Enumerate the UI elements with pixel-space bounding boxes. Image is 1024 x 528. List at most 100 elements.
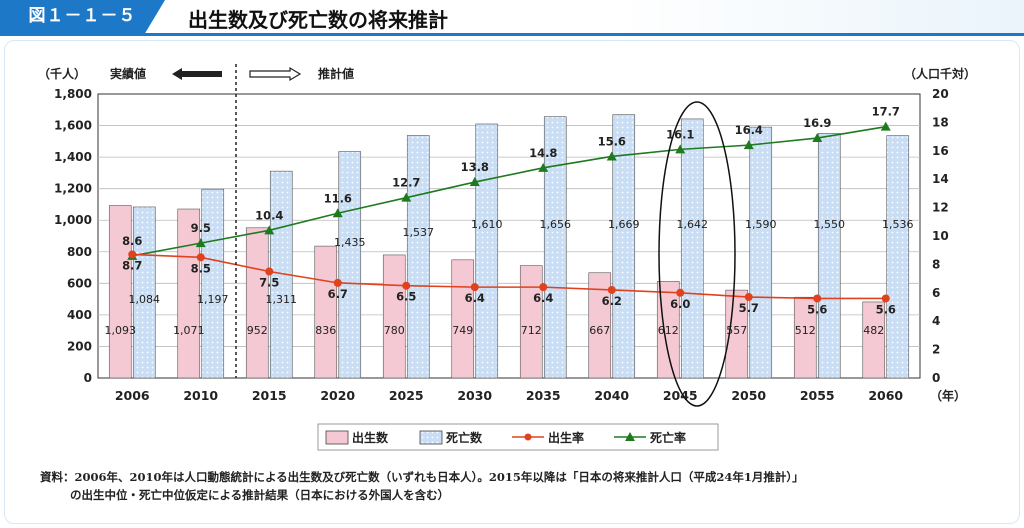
legend-label-deaths: 死亡数 xyxy=(446,430,483,445)
label-birth-rate: 6.0 xyxy=(670,297,690,311)
bar-deaths xyxy=(886,135,910,379)
figure-number-tab: 図１－１－５ xyxy=(0,0,165,33)
arrow-right-icon xyxy=(249,66,302,82)
bar-label-births: 780 xyxy=(384,324,405,337)
legend-swatch-deaths xyxy=(419,430,443,445)
marker-death-rate xyxy=(812,133,823,143)
bar-deaths xyxy=(749,126,773,379)
bar-deaths xyxy=(475,123,499,379)
y-left-tick-label: 400 xyxy=(67,308,92,322)
bar-births xyxy=(177,208,201,379)
x-tick-label: 2015 xyxy=(252,388,287,403)
y-left-tick-label: 600 xyxy=(67,276,92,290)
bar-label-deaths: 1,669 xyxy=(608,218,640,231)
source-note: 資料：2006年、2010年は人口動態統計による出生数及び死亡数（いずれも日本人… xyxy=(40,468,1000,504)
bar-label-births: 1,093 xyxy=(105,324,137,337)
bar-label-deaths: 1,610 xyxy=(471,218,503,231)
marker-birth-rate xyxy=(813,294,822,303)
bar-label-deaths: 1,197 xyxy=(197,293,229,306)
y-right-tick-label: 6 xyxy=(932,286,940,300)
marker-birth-rate xyxy=(402,281,411,290)
bar-births xyxy=(519,265,543,379)
marker-death-rate xyxy=(332,208,343,218)
bar-deaths xyxy=(612,114,636,379)
x-tick-label: 2006 xyxy=(115,388,150,403)
x-tick-label: 2055 xyxy=(800,388,835,403)
x-unit-label: （年） xyxy=(930,388,966,403)
y-right-tick-label: 18 xyxy=(932,115,949,129)
x-tick-label: 2025 xyxy=(389,388,424,403)
marker-birth-rate xyxy=(539,283,548,292)
marker-birth-rate xyxy=(607,285,616,294)
marker-death-rate xyxy=(469,177,480,187)
bar-births xyxy=(588,272,612,379)
legend-marker-death-rate xyxy=(625,432,635,441)
y-left-tick-label: 1,000 xyxy=(54,213,92,227)
marker-birth-rate xyxy=(744,293,753,302)
figure-header: 図１－１－５ 出生数及び死亡数の将来推計 xyxy=(0,0,1024,36)
marker-birth-rate xyxy=(333,278,342,287)
y-right-tick-label: 14 xyxy=(932,172,949,186)
label-birth-rate: 5.6 xyxy=(807,302,827,316)
x-tick-label: 2045 xyxy=(663,388,698,403)
label-death-rate: 9.5 xyxy=(191,221,211,235)
marker-death-rate xyxy=(264,225,275,235)
source-line-2: の出生中位・死亡中位仮定による推計結果（日本における外国人を含む） xyxy=(70,488,450,502)
label-death-rate: 14.8 xyxy=(529,146,557,160)
bar-label-births: 952 xyxy=(247,324,268,337)
label-death-rate: 15.6 xyxy=(598,134,626,148)
label-death-rate: 8.6 xyxy=(122,234,142,248)
y-left-unit-label: （千人） xyxy=(38,66,86,81)
source-line-1: 資料：2006年、2010年は人口動態統計による出生数及び死亡数（いずれも日本人… xyxy=(40,470,804,484)
bar-label-births: 1,071 xyxy=(173,324,205,337)
label-death-rate: 10.4 xyxy=(255,208,283,222)
label-birth-rate: 5.6 xyxy=(876,302,896,316)
actual-values-label: 実績値 xyxy=(110,66,146,81)
marker-birth-rate xyxy=(128,250,137,259)
y-right-unit-label: （人口千対） xyxy=(904,66,976,81)
bar-births xyxy=(245,227,269,379)
marker-death-rate xyxy=(195,238,206,248)
label-death-rate: 16.4 xyxy=(735,123,763,137)
bar-deaths xyxy=(338,151,362,379)
marker-death-rate xyxy=(675,144,686,154)
y-left-tick-label: 1,600 xyxy=(54,119,92,133)
x-tick-label: 2050 xyxy=(731,388,766,403)
y-left-tick-label: 0 xyxy=(84,371,92,385)
legend-swatch-births xyxy=(325,430,349,445)
figure-title: 出生数及び死亡数の将来推計 xyxy=(188,8,448,32)
bar-label-deaths: 1,590 xyxy=(745,218,777,231)
legend-label-death-rate: 死亡率 xyxy=(650,430,686,445)
marker-birth-rate xyxy=(470,283,479,292)
bar-label-births: 836 xyxy=(315,324,336,337)
label-birth-rate: 6.4 xyxy=(465,291,485,305)
label-birth-rate: 6.7 xyxy=(328,287,348,301)
label-death-rate: 12.7 xyxy=(392,176,420,190)
marker-death-rate xyxy=(606,151,617,161)
y-right-tick-label: 4 xyxy=(932,314,940,328)
highlight-2045-oval xyxy=(658,101,736,407)
label-death-rate: 17.7 xyxy=(872,105,900,119)
bar-label-deaths: 1,550 xyxy=(814,218,846,231)
marker-birth-rate xyxy=(196,253,205,262)
bar-label-deaths: 1,536 xyxy=(882,218,914,231)
y-right-tick-label: 20 xyxy=(932,87,949,101)
line-death-rate xyxy=(132,125,886,257)
label-birth-rate: 5.7 xyxy=(739,301,759,315)
bar-births xyxy=(451,259,475,379)
label-death-rate: 16.1 xyxy=(666,127,694,141)
bar-deaths xyxy=(406,135,430,379)
bar-label-births: 557 xyxy=(726,324,747,337)
x-tick-label: 2040 xyxy=(594,388,629,403)
legend-label-birth-rate: 出生率 xyxy=(548,430,584,445)
x-tick-label: 2010 xyxy=(183,388,218,403)
marker-death-rate xyxy=(743,140,754,150)
header-underline xyxy=(0,33,1024,36)
marker-death-rate xyxy=(880,121,891,131)
y-right-tick-label: 2 xyxy=(932,343,940,357)
bar-label-deaths: 1,537 xyxy=(403,226,435,239)
x-tick-label: 2060 xyxy=(868,388,903,403)
bar-births xyxy=(793,296,817,379)
x-tick-label: 2035 xyxy=(526,388,561,403)
